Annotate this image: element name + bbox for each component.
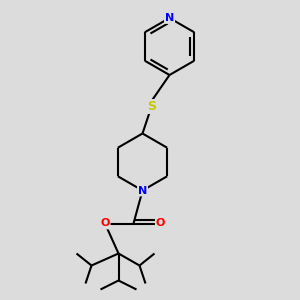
Text: S: S — [147, 100, 156, 113]
Text: O: O — [156, 218, 165, 229]
Text: N: N — [138, 185, 147, 196]
Text: N: N — [165, 13, 174, 23]
Text: O: O — [100, 218, 110, 229]
